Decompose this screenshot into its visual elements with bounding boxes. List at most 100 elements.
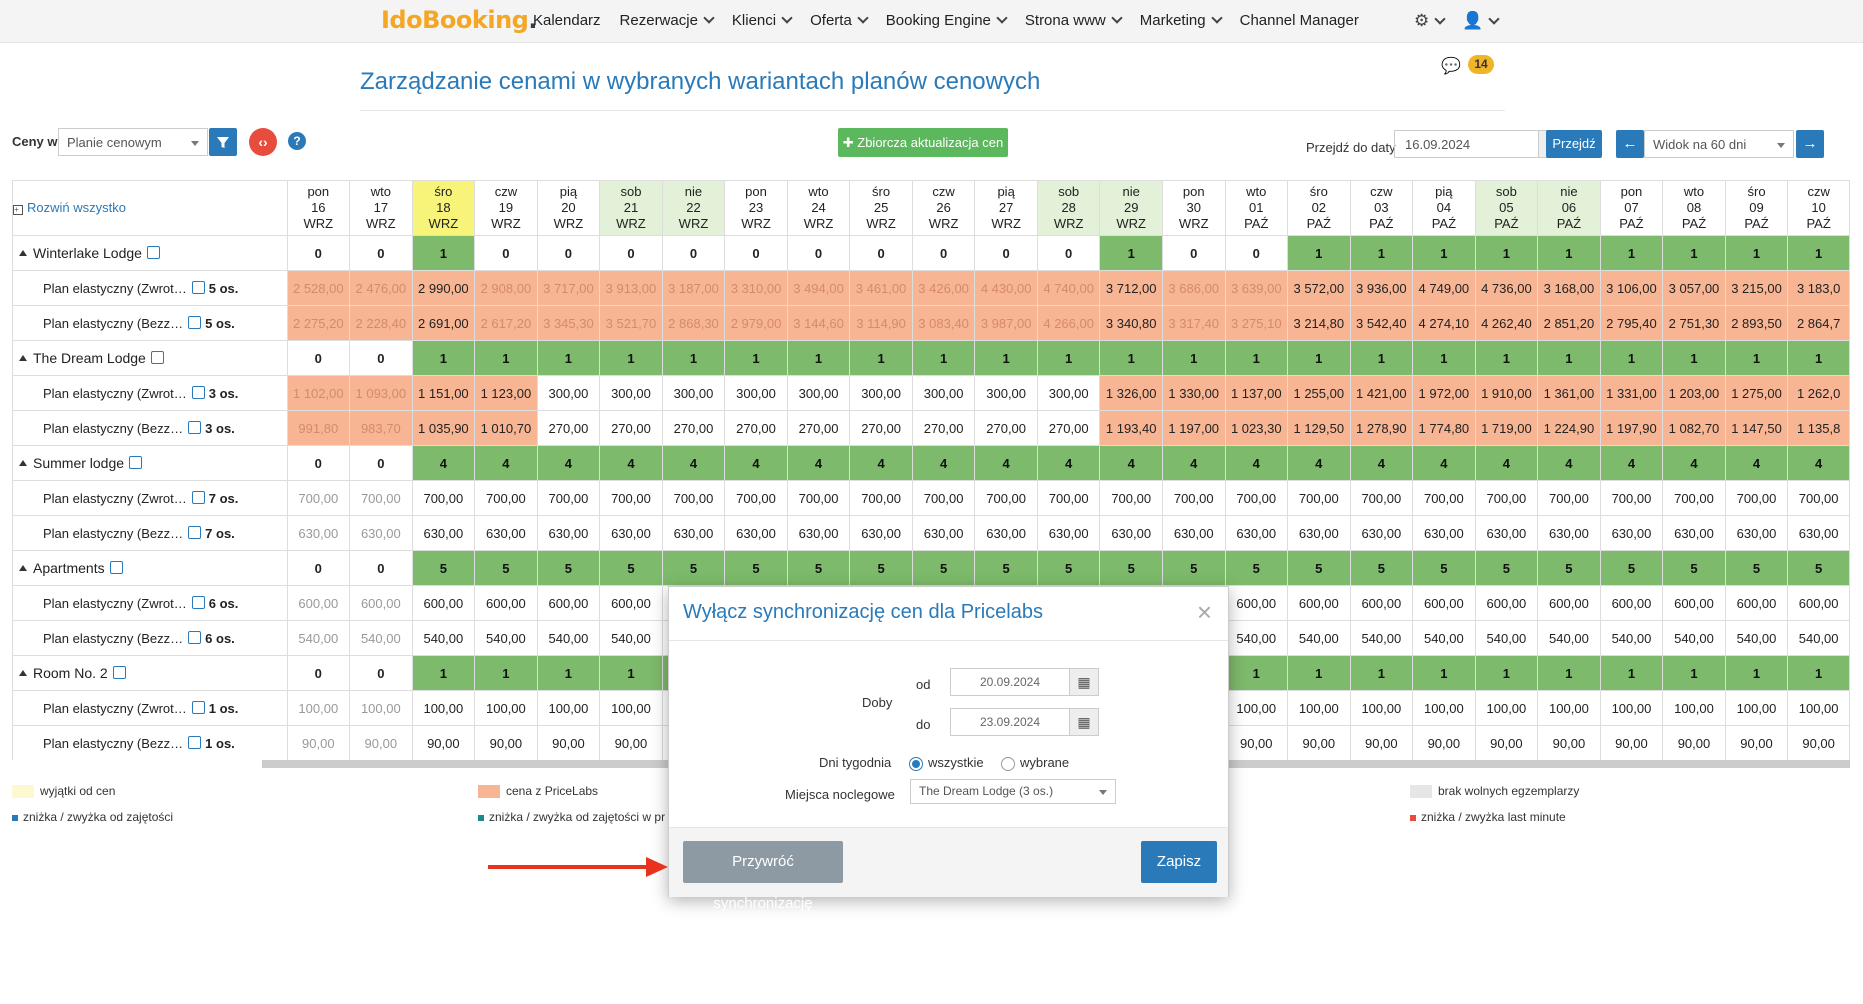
availability-cell[interactable]: 4 [1537,445,1601,481]
availability-cell[interactable]: 1 [1787,340,1850,376]
price-cell[interactable]: 630,00 [1787,515,1850,551]
availability-cell[interactable]: 1 [1537,655,1601,691]
price-cell[interactable]: 100,00 [286,690,351,726]
price-cell[interactable]: 540,00 [1349,620,1414,656]
nav-item-rezerwacje[interactable]: Rezerwacje [620,12,715,29]
price-cell[interactable]: 630,00 [974,515,1038,551]
price-cell[interactable]: 3 275,10 [1224,305,1289,341]
price-cell[interactable]: 3 542,40 [1349,305,1414,341]
availability-cell[interactable]: 1 [1412,655,1476,691]
availability-cell[interactable]: 0 [849,235,913,271]
price-cell[interactable]: 90,00 [1662,725,1726,760]
date-to-input[interactable]: 23.09.2024 [950,708,1070,736]
property-name-cell[interactable]: Summer lodge [12,445,288,481]
availability-cell[interactable]: 0 [349,340,413,376]
price-cell[interactable]: 630,00 [1224,515,1289,551]
availability-cell[interactable]: 5 [474,550,538,586]
price-cell[interactable]: 600,00 [1287,585,1351,621]
price-cell[interactable]: 1 102,00 [286,375,351,411]
nav-item-booking-engine[interactable]: Booking Engine [886,12,1008,29]
price-cell[interactable]: 100,00 [349,690,413,726]
price-cell[interactable]: 540,00 [536,620,601,656]
price-cell[interactable]: 540,00 [1224,620,1289,656]
price-cell[interactable]: 600,00 [1224,585,1289,621]
edit-icon[interactable] [191,491,205,504]
price-cell[interactable]: 1 972,00 [1412,375,1476,411]
price-cell[interactable]: 1 719,00 [1474,410,1539,446]
availability-cell[interactable]: 1 [911,340,976,376]
price-cell[interactable]: 1 275,00 [1724,375,1789,411]
price-cell[interactable]: 630,00 [286,515,351,551]
price-cell[interactable]: 540,00 [474,620,538,656]
availability-cell[interactable]: 1 [1662,655,1726,691]
availability-cell[interactable]: 5 [1349,550,1414,586]
property-name-cell[interactable]: Room No. 2 [12,655,288,691]
availability-cell[interactable]: 0 [349,550,413,586]
price-cell[interactable]: 100,00 [1724,690,1789,726]
price-cell[interactable]: 700,00 [1474,480,1539,516]
price-cell[interactable]: 630,00 [411,515,476,551]
price-cell[interactable]: 3 717,00 [536,270,601,306]
availability-cell[interactable]: 4 [1349,445,1414,481]
property-name-cell[interactable]: Apartments [12,550,288,586]
price-cell[interactable]: 1 278,90 [1349,410,1414,446]
nav-item-strona-www[interactable]: Strona www [1025,12,1123,29]
price-cell[interactable]: 2 893,50 [1724,305,1789,341]
availability-cell[interactable]: 1 [536,655,601,691]
price-cell[interactable]: 3 686,00 [1161,270,1226,306]
price-cell[interactable]: 1 326,00 [1099,375,1163,411]
price-cell[interactable]: 270,00 [1036,410,1101,446]
price-cell[interactable]: 3 144,60 [786,305,851,341]
price-cell[interactable]: 1 193,40 [1099,410,1163,446]
price-cell[interactable]: 700,00 [1787,480,1850,516]
availability-cell[interactable]: 1 [1724,655,1789,691]
edit-icon[interactable] [191,596,205,609]
property-name-cell[interactable]: Winterlake Lodge [12,235,288,271]
price-cell[interactable]: 1 197,00 [1161,410,1226,446]
price-cell[interactable]: 700,00 [474,480,538,516]
price-cell[interactable]: 1 224,90 [1537,410,1601,446]
price-cell[interactable]: 700,00 [536,480,601,516]
availability-cell[interactable]: 1 [974,340,1038,376]
price-cell[interactable]: 2 751,30 [1662,305,1726,341]
price-cell[interactable]: 700,00 [786,480,851,516]
availability-cell[interactable]: 1 [1724,340,1789,376]
availability-cell[interactable]: 1 [1224,655,1289,691]
availability-cell[interactable]: 1 [599,655,663,691]
price-cell[interactable]: 2 795,40 [1599,305,1664,341]
price-cell[interactable]: 630,00 [1099,515,1163,551]
price-cell[interactable]: 700,00 [1412,480,1476,516]
price-cell[interactable]: 630,00 [1537,515,1601,551]
availability-cell[interactable]: 1 [411,340,476,376]
edit-icon[interactable] [188,421,202,434]
price-cell[interactable]: 630,00 [474,515,538,551]
radio-empty-icon[interactable] [1001,756,1015,771]
availability-cell[interactable]: 0 [349,235,413,271]
price-cell[interactable]: 3 345,30 [536,305,601,341]
prices-in-select[interactable]: Planie cenowym [58,128,208,156]
price-cell[interactable]: 2 691,00 [411,305,476,341]
availability-cell[interactable]: 5 [724,550,788,586]
edit-icon[interactable] [112,666,126,679]
price-cell[interactable]: 270,00 [661,410,726,446]
availability-cell[interactable]: 4 [911,445,976,481]
price-cell[interactable]: 2 864,7 [1787,305,1850,341]
price-cell[interactable]: 540,00 [1537,620,1601,656]
close-icon[interactable]: × [1196,597,1212,627]
price-cell[interactable]: 700,00 [1349,480,1414,516]
price-cell[interactable]: 270,00 [536,410,601,446]
availability-cell[interactable]: 1 [1537,235,1601,271]
edit-icon[interactable] [191,386,205,399]
price-cell[interactable]: 270,00 [911,410,976,446]
availability-cell[interactable]: 4 [786,445,851,481]
price-cell[interactable]: 540,00 [1599,620,1664,656]
availability-cell[interactable]: 0 [536,235,601,271]
price-cell[interactable]: 700,00 [974,480,1038,516]
price-cell[interactable]: 3 987,00 [974,305,1038,341]
price-cell[interactable]: 90,00 [1349,725,1414,760]
price-cell[interactable]: 4 262,40 [1474,305,1539,341]
availability-cell[interactable]: 0 [1161,235,1226,271]
price-cell[interactable]: 1 147,50 [1724,410,1789,446]
price-cell[interactable]: 1 082,70 [1662,410,1726,446]
price-cell[interactable]: 2 851,20 [1537,305,1601,341]
